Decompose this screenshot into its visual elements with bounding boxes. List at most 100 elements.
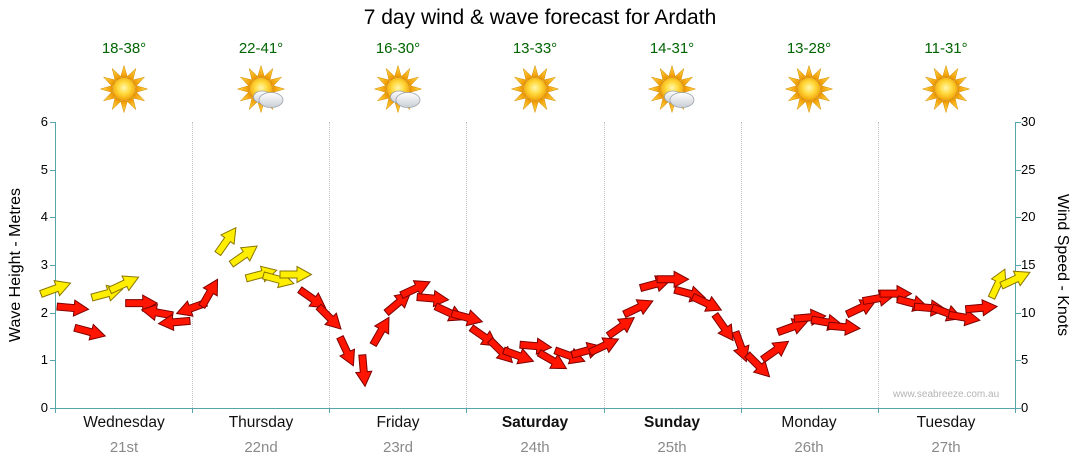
day-date: 22nd [244, 439, 278, 456]
weather-icon-slot [475, 62, 595, 118]
cloud-icon [664, 90, 695, 108]
day-header-sunday: 14-31° [612, 40, 732, 118]
x-axis-tick [192, 408, 194, 413]
day-name: Monday [781, 414, 837, 431]
x-label-friday: Friday 23rd [338, 414, 458, 456]
day-separator-line [329, 122, 331, 408]
day-date: 26th [794, 439, 824, 456]
day-header-tuesday: 11-31° [886, 40, 1006, 118]
weather-icon-slot [612, 62, 732, 118]
y-right-tick [1016, 408, 1021, 409]
temperature-range: 11-31° [924, 40, 968, 57]
day-name: Saturday [501, 414, 569, 431]
y-left-tick-label: 2 [40, 304, 48, 320]
day-header-wednesday: 18-38° [64, 40, 184, 118]
day-separator-line [192, 122, 194, 408]
y-right-tick [1016, 265, 1021, 266]
x-label-monday: Monday 26th [749, 414, 869, 456]
x-axis-tick [55, 408, 56, 413]
y-right-tick-label: 25 [1021, 161, 1036, 177]
y-left-tick [50, 360, 55, 362]
weather-icon-slot [886, 62, 1006, 118]
y-left-tick [50, 408, 55, 409]
x-axis-tick [740, 408, 742, 413]
day-name: Sunday [644, 414, 700, 431]
y-right-tick-label: 10 [1021, 304, 1036, 320]
y-left-tick [50, 312, 55, 314]
temperature-range: 13-33° [512, 40, 558, 57]
chart-title: 7 day wind & wave forecast for Ardath [363, 6, 717, 29]
y-axis-left-title: Wave Height - Metres [7, 187, 24, 343]
day-separator-line [877, 122, 879, 408]
y-axis-left-line [55, 122, 56, 409]
y-right-tick [1016, 360, 1021, 362]
day-separator-line [740, 122, 742, 408]
y-right-tick [1016, 169, 1021, 171]
x-label-wednesday: Wednesday 21st [64, 414, 184, 456]
sun-icon [510, 64, 560, 114]
weather-icon-slot [64, 62, 184, 118]
x-axis-tick [603, 408, 605, 413]
day-name: Friday [376, 414, 420, 431]
x-axis-tick [466, 408, 468, 413]
watermark: www.seabreeze.com.au [893, 389, 1000, 400]
day-date: 25th [657, 439, 687, 456]
y-left-tick [50, 122, 55, 123]
sun-cloud-icon [373, 64, 423, 114]
day-date: 24th [520, 439, 550, 456]
x-axis-tick [329, 408, 331, 413]
y-right-tick-label: 0 [1021, 400, 1029, 415]
day-header-saturday: 13-33° [475, 40, 595, 118]
cloud-icon [390, 90, 421, 108]
temperature-range: 14-31° [649, 40, 695, 57]
day-separator-line [603, 122, 605, 408]
day-date: 21st [109, 439, 139, 456]
x-label-thursday: Thursday 22nd [201, 414, 321, 456]
y-axis-right-title: Wind Speed - Knots [1054, 193, 1071, 337]
weather-icon-slot [338, 62, 458, 118]
temperature-range: 16-30° [375, 40, 421, 57]
day-header-thursday: 22-41° [201, 40, 321, 118]
day-header-monday: 13-28° [749, 40, 869, 118]
y-right-tick-label: 5 [1021, 352, 1029, 368]
day-date: 27th [931, 439, 961, 456]
x-label-tuesday: Tuesday 27th [886, 414, 1006, 456]
weather-icon-slot [201, 62, 321, 118]
day-name: Wednesday [83, 414, 165, 431]
weather-icon-slot [749, 62, 869, 118]
y-left-tick-label: 4 [40, 209, 48, 225]
sun-icon [99, 64, 149, 114]
y-left-tick-label: 1 [40, 352, 48, 368]
y-right-tick-label: 20 [1021, 209, 1036, 225]
y-left-tick-label: 3 [40, 257, 48, 272]
x-axis-line [55, 408, 1016, 409]
y-left-tick-label: 6 [40, 114, 48, 129]
sun-cloud-icon [647, 64, 697, 114]
temperature-range: 13-28° [786, 40, 832, 57]
x-label-sunday: Sunday 25th [612, 414, 732, 456]
y-right-tick [1016, 122, 1021, 123]
day-header-friday: 16-30° [338, 40, 458, 118]
cloud-icon [253, 90, 284, 108]
y-right-tick [1016, 217, 1021, 219]
y-left-tick [50, 169, 55, 171]
y-left-tick [50, 265, 55, 266]
y-right-tick-label: 15 [1021, 257, 1036, 272]
x-axis-tick [877, 408, 879, 413]
y-left-tick-label: 5 [40, 161, 48, 177]
day-separator-line [466, 122, 468, 408]
day-name: Tuesday [916, 414, 976, 431]
day-date: 23rd [382, 439, 414, 456]
sun-icon [921, 64, 971, 114]
y-axis-right-line [1015, 122, 1016, 409]
y-right-tick [1016, 312, 1021, 314]
y-left-tick [50, 217, 55, 219]
temperature-range: 22-41° [238, 40, 284, 57]
sun-icon [784, 64, 834, 114]
y-left-tick-label: 0 [40, 400, 48, 415]
x-label-saturday: Saturday 24th [475, 414, 595, 456]
x-axis-tick [1015, 408, 1016, 413]
temperature-range: 18-38° [101, 40, 147, 57]
